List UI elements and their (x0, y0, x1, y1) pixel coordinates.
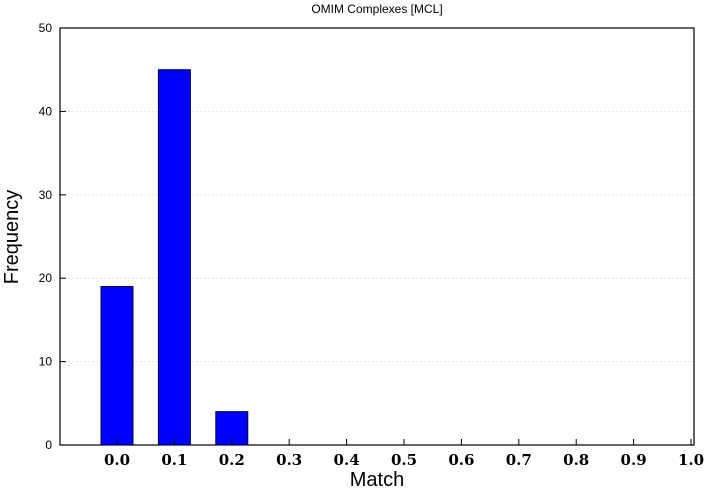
chart-title: OMIM Complexes [MCL] (311, 2, 442, 16)
y-tick-label-20: 20 (39, 271, 53, 285)
x-tick-label-0.3: 0.3 (276, 451, 302, 469)
x-tick-label-0.8: 0.8 (563, 451, 589, 469)
plot-area-frame (59, 27, 695, 446)
x-tick-label-0.4: 0.4 (334, 451, 360, 469)
x-tick-label-0.1: 0.1 (161, 451, 187, 469)
bars (100, 69, 249, 446)
bar-0.1 (157, 69, 191, 446)
y-axis-ticks: 0 10 20 30 40 50 (39, 21, 66, 452)
y-axis-label: Frequency (1, 190, 23, 285)
y-tick-label-0: 0 (45, 438, 52, 452)
x-axis-ticks: 0.0 0.1 0.2 0.3 0.4 0.5 0.6 0.7 0.8 0.9 1.0 (104, 439, 704, 469)
x-axis-label: Match (350, 469, 404, 491)
y-tick-label-30: 30 (39, 188, 53, 202)
x-tick-label-1.0: 1.0 (678, 451, 704, 469)
x-tick-label-0.9: 0.9 (621, 451, 647, 469)
bar-0.0 (100, 286, 134, 446)
gridlines (60, 110, 694, 363)
x-tick-label-0.2: 0.2 (219, 451, 245, 469)
x-tick-label-0.7: 0.7 (506, 451, 532, 469)
x-tick-label-0.0: 0.0 (104, 451, 130, 469)
y-tick-label-10: 10 (39, 355, 53, 369)
y-tick-label-40: 40 (39, 104, 53, 118)
y-tick-label-50: 50 (39, 21, 53, 35)
x-tick-label-0.6: 0.6 (448, 451, 474, 469)
x-tick-label-0.5: 0.5 (391, 451, 417, 469)
